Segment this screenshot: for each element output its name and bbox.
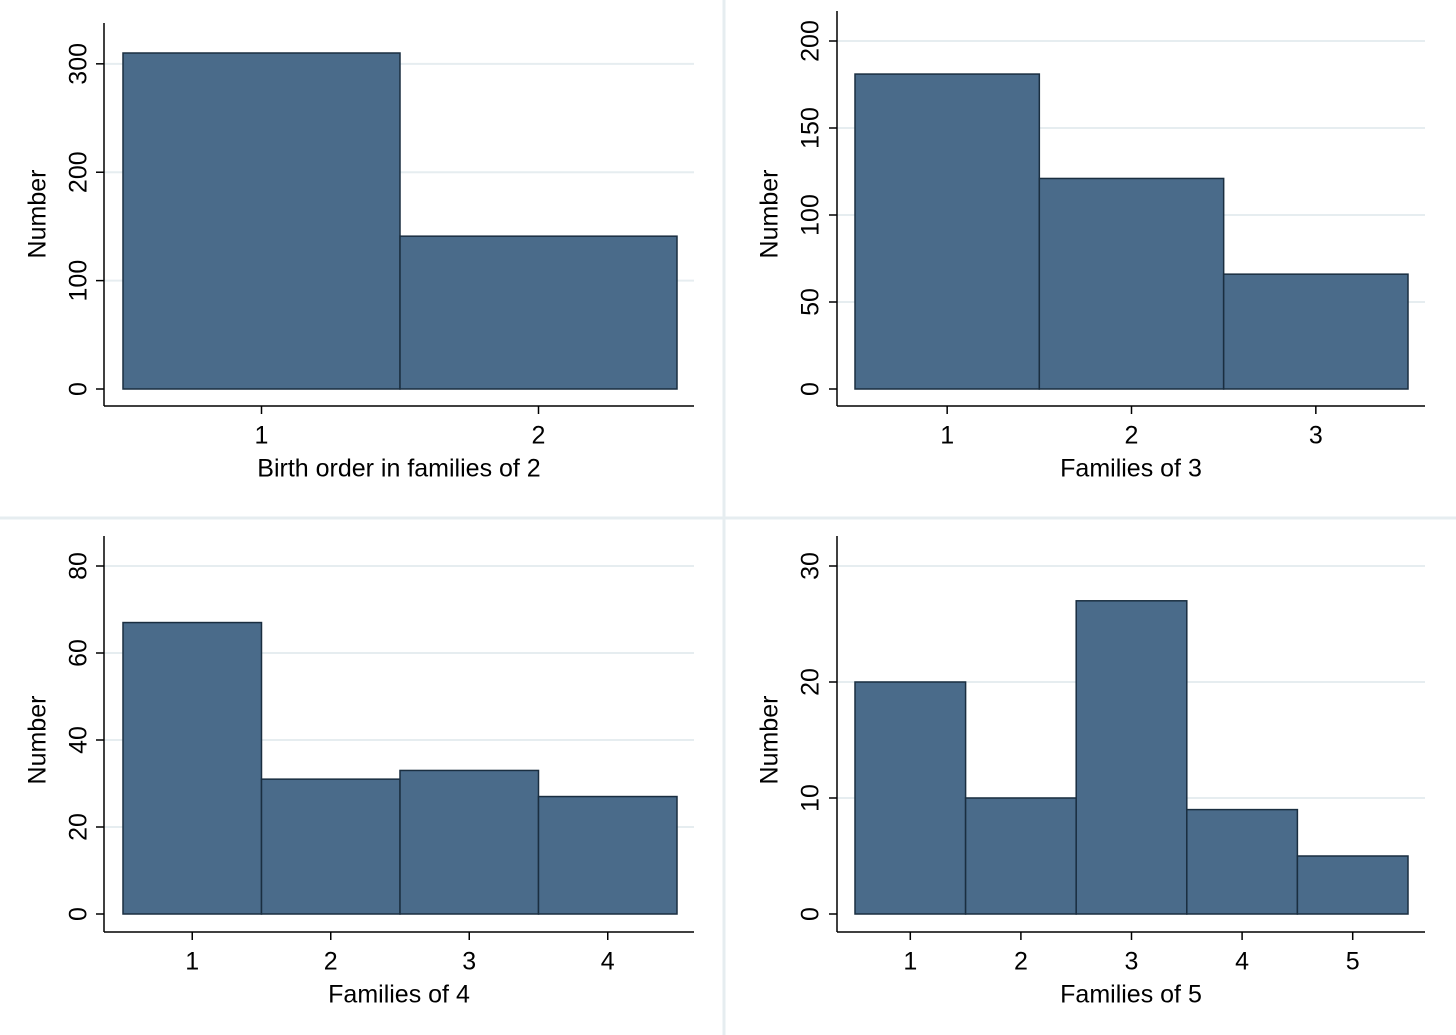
y-tick-label: 20: [65, 813, 93, 841]
y-axis-title: Number: [24, 696, 52, 785]
y-tick-label: 100: [65, 260, 93, 302]
bar-1: [854, 73, 1041, 390]
y-tick-label: 100: [797, 194, 825, 236]
bar-3: [399, 769, 540, 915]
bar-2: [1038, 177, 1225, 390]
y-tick-label: 0: [65, 382, 93, 396]
x-tick-label: 1: [185, 948, 199, 976]
bar-5: [1296, 855, 1409, 915]
y-tick-label: 60: [65, 639, 93, 667]
chart-panel-2: 0 50 100 150 200 1 2 3 Families of 3 Number: [756, 11, 1425, 483]
bar-2: [260, 778, 401, 915]
bar-4: [537, 795, 678, 915]
bar-1: [854, 681, 967, 915]
chart-panel-1: 0 100 200 300 1 2 Birth order in families of 2…: [24, 23, 694, 483]
x-tick-label: 2: [324, 948, 338, 976]
y-tick-label: 80: [65, 552, 93, 580]
x-tick-label: 3: [462, 948, 476, 976]
bar-3: [1222, 273, 1409, 390]
x-tick-label: 4: [1235, 948, 1249, 976]
y-tick-label: 40: [65, 726, 93, 754]
y-tick-label: 300: [65, 43, 93, 85]
x-tick-label: 2: [1125, 422, 1139, 450]
y-tick-label: 0: [797, 382, 825, 396]
x-tick-label: 1: [903, 948, 917, 976]
x-tick-label: 3: [1125, 948, 1139, 976]
chart-panel-3: 0 20 40 60 80 1 2 3 4 Families of 4 Number: [24, 536, 694, 1009]
y-axis-title: Number: [756, 170, 784, 259]
y-tick-label: 0: [797, 907, 825, 921]
x-tick-label: 5: [1346, 948, 1360, 976]
y-tick-label: 50: [797, 288, 825, 316]
bar-1: [122, 621, 263, 915]
y-tick-label: 20: [797, 668, 825, 696]
y-tick-label: 200: [797, 20, 825, 62]
x-tick-label: 2: [1014, 948, 1028, 976]
y-axis-title: Number: [24, 170, 52, 259]
bar-2: [964, 797, 1077, 915]
x-tick-label: 4: [601, 948, 615, 976]
bar-2: [399, 235, 678, 390]
x-axis-title: Families of 4: [328, 981, 470, 1009]
x-axis-title: Families of 3: [1060, 455, 1202, 483]
y-axis-title: Number: [756, 696, 784, 785]
y-tick-label: 150: [797, 107, 825, 149]
y-tick-label: 200: [65, 151, 93, 193]
x-tick-label: 2: [532, 422, 546, 450]
x-tick-label: 1: [940, 422, 954, 450]
x-tick-label: 1: [255, 422, 269, 450]
chart-panel-4: 0 10 20 30 1 2 3 4 5 Families of 5 Number: [756, 536, 1425, 1009]
bar-4: [1186, 808, 1299, 915]
bar-1: [122, 52, 401, 390]
x-axis-title: Families of 5: [1060, 981, 1202, 1009]
y-tick-label: 10: [797, 784, 825, 812]
x-axis-title: Birth order in families of 2: [257, 455, 540, 483]
y-tick-label: 30: [797, 552, 825, 580]
x-tick-label: 3: [1309, 422, 1323, 450]
bar-3: [1075, 600, 1188, 915]
y-tick-label: 0: [65, 907, 93, 921]
